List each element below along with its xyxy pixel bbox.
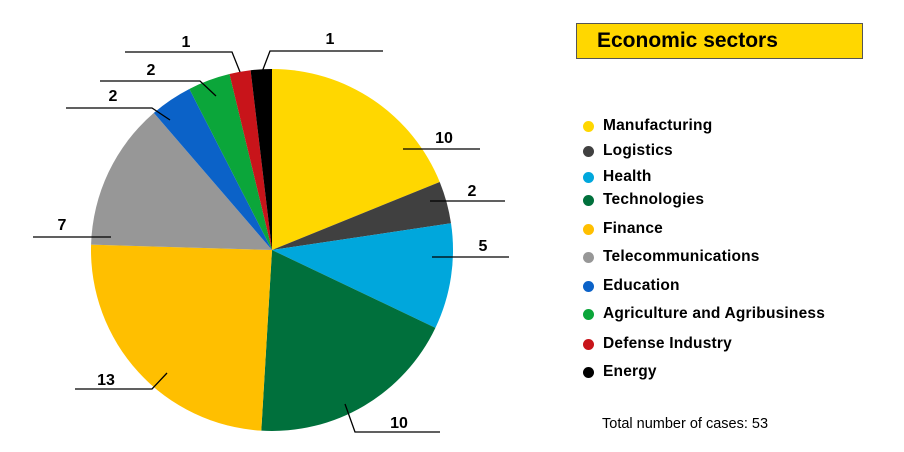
pie-slice-education <box>153 88 272 250</box>
legend-item: Energy <box>583 363 657 381</box>
data-label: 13 <box>97 372 115 389</box>
legend-label: Finance <box>603 220 663 237</box>
pie-slice-agriculture-and-agribusiness <box>189 74 272 250</box>
pie-slice-telecommunications <box>91 112 272 250</box>
total-cases-label: Total number of cases: <box>602 416 748 432</box>
legend-item: Education <box>583 277 680 295</box>
legend-label: Defense Industry <box>603 335 732 352</box>
data-label: 1 <box>182 34 191 51</box>
legend-swatch <box>583 338 594 350</box>
pie-slice-energy <box>250 69 272 250</box>
legend-swatch <box>583 171 594 183</box>
data-label: 2 <box>468 183 477 200</box>
data-label: 5 <box>479 238 488 255</box>
data-label: 2 <box>147 62 156 79</box>
legend-item: Telecommunications <box>583 248 760 266</box>
legend-item: Finance <box>583 220 663 238</box>
legend-item: Manufacturing <box>583 117 712 135</box>
legend-swatch <box>583 280 594 292</box>
legend-item: Agriculture and Agribusiness <box>583 305 825 323</box>
leader-line <box>66 107 171 121</box>
pie-slice-health <box>272 223 454 328</box>
legend-item: Logistics <box>583 142 673 160</box>
pie-slice-finance <box>91 244 272 431</box>
legend-item: Health <box>583 168 652 186</box>
legend-swatch <box>583 223 594 235</box>
legend-swatch <box>583 308 594 320</box>
total-cases-value: 53 <box>751 416 769 432</box>
legend-swatch <box>583 366 594 378</box>
legend-label: Agriculture and Agribusiness <box>603 305 826 322</box>
data-label: 2 <box>109 88 118 105</box>
legend-label: Telecommunications <box>603 248 760 265</box>
data-label: 1 <box>326 31 335 48</box>
legend-swatch <box>583 120 594 132</box>
legend-label: Energy <box>603 363 657 380</box>
legend-label: Health <box>603 168 652 185</box>
legend-swatch <box>583 145 594 157</box>
leader-line <box>100 80 217 97</box>
leader-line <box>261 50 383 73</box>
leader-line <box>125 51 241 73</box>
leader-line <box>75 372 168 390</box>
pie-slice-logistics <box>272 181 452 250</box>
legend-swatch <box>583 251 594 263</box>
legend-swatch <box>583 194 594 206</box>
legend-item: Technologies <box>583 191 704 209</box>
legend-label: Manufacturing <box>603 117 713 134</box>
pie-slice-defense-industry <box>229 70 272 251</box>
leader-line <box>344 403 440 433</box>
legend-label: Education <box>603 277 680 294</box>
data-label: 10 <box>390 415 408 432</box>
total-cases: Total number of cases: 53 <box>602 416 772 432</box>
legend-label: Technologies <box>603 191 705 208</box>
legend-label: Logistics <box>603 142 673 159</box>
data-label: 7 <box>58 217 67 234</box>
chart-title: Economic sectors <box>576 23 863 59</box>
pie-slice-technologies <box>261 250 436 431</box>
legend-item: Defense Industry <box>583 335 732 353</box>
pie-slice-manufacturing <box>272 69 440 250</box>
data-label: 10 <box>435 130 453 147</box>
